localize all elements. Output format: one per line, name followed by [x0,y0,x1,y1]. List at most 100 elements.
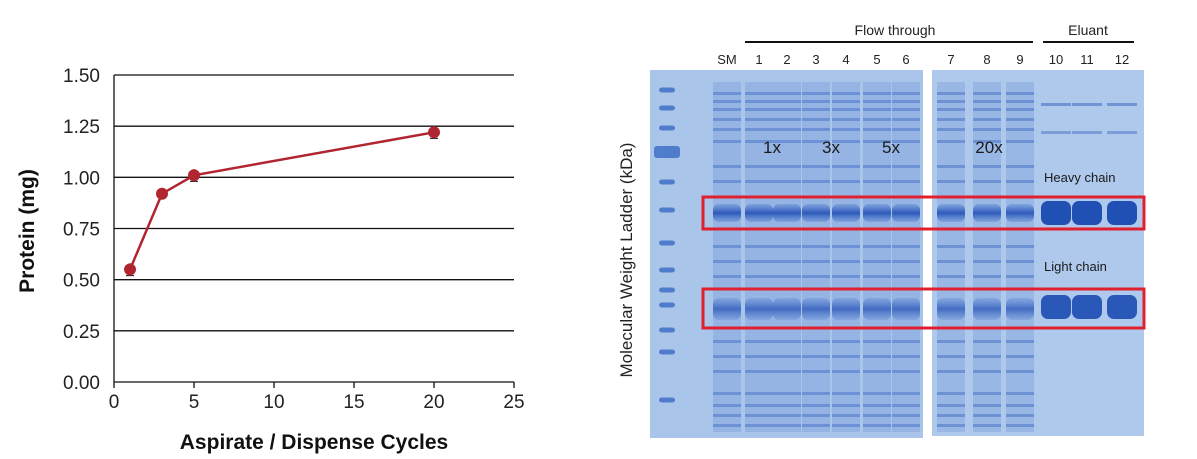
minor-band [973,128,1001,131]
minor-band [745,370,773,373]
minor-band [1006,140,1034,143]
minor-band [937,92,965,95]
minor-band [863,414,891,417]
sample-lane [745,82,773,432]
minor-band [802,340,830,343]
minor-band [892,370,920,373]
light-chain-band [1041,295,1071,319]
heavy-chain-band [937,204,965,222]
minor-band [745,424,773,427]
minor-band [973,108,1001,111]
minor-band [713,414,741,417]
eluant-label: Eluant [1068,22,1108,38]
ladder-band [659,349,675,355]
minor-band [892,404,920,407]
minor-band [745,180,773,183]
ladder-band [654,146,680,158]
minor-band [973,140,1001,143]
ladder-band [659,397,675,403]
minor-band [1006,370,1034,373]
minor-band [832,92,860,95]
minor-band [745,140,773,143]
minor-band [892,165,920,168]
light-chain-band [1006,298,1034,320]
minor-band [973,100,1001,103]
minor-band [892,275,920,278]
minor-band [863,180,891,183]
heavy-chain-band [745,204,773,222]
lane-label: 6 [902,52,909,67]
sample-lane [937,82,965,432]
minor-band [832,118,860,121]
minor-band [1107,131,1137,134]
data-point [156,187,168,200]
cycle-label-3x: 3x [822,138,840,157]
light-chain-band [892,298,920,320]
minor-band [973,180,1001,183]
minor-band [1006,392,1034,395]
light-chain-label: Light chain [1044,259,1107,274]
minor-band [863,92,891,95]
minor-band [713,404,741,407]
lane-label: 9 [1016,52,1023,67]
minor-band [773,245,801,248]
ladder-band [659,207,675,213]
minor-band [1006,128,1034,131]
x-tick-label: 5 [189,392,200,413]
minor-band [863,424,891,427]
minor-band [937,108,965,111]
minor-band [802,245,830,248]
lane-label: 7 [947,52,954,67]
ladder-band [659,240,675,246]
minor-band [832,392,860,395]
heavy-chain-label: Heavy chain [1044,170,1116,185]
light-chain-band [1072,295,1102,319]
x-tick-label: 25 [503,392,524,413]
minor-band [773,180,801,183]
minor-band [745,392,773,395]
minor-band [1006,108,1034,111]
minor-band [745,340,773,343]
lane-label: 8 [983,52,990,67]
minor-band [863,100,891,103]
ladder-band [659,179,675,185]
minor-band [1041,131,1071,134]
minor-band [973,340,1001,343]
minor-band [937,355,965,358]
minor-band [863,392,891,395]
x-tick-label: 20 [423,392,444,413]
minor-band [1072,131,1102,134]
minor-band [832,128,860,131]
minor-band [1006,340,1034,343]
minor-band [832,414,860,417]
minor-band [832,260,860,263]
minor-band [1006,245,1034,248]
light-chain-band [773,298,801,320]
lane-label: 11 [1080,52,1094,67]
minor-band [937,340,965,343]
cycle-label-20x: 20x [975,138,1003,157]
minor-band [713,370,741,373]
minor-band [832,370,860,373]
minor-band [863,404,891,407]
minor-band [937,370,965,373]
lane-label: 3 [812,52,819,67]
minor-band [973,245,1001,248]
minor-band [937,424,965,427]
cycle-label-1x: 1x [763,138,781,157]
minor-band [745,260,773,263]
minor-band [802,404,830,407]
minor-band [773,424,801,427]
minor-band [773,165,801,168]
minor-band [802,108,830,111]
minor-band [773,108,801,111]
heavy-chain-band [892,204,920,222]
ladder-band [659,267,675,273]
minor-band [973,275,1001,278]
minor-band [802,180,830,183]
gel-lanes [654,82,1137,432]
minor-band [892,245,920,248]
minor-band [832,340,860,343]
